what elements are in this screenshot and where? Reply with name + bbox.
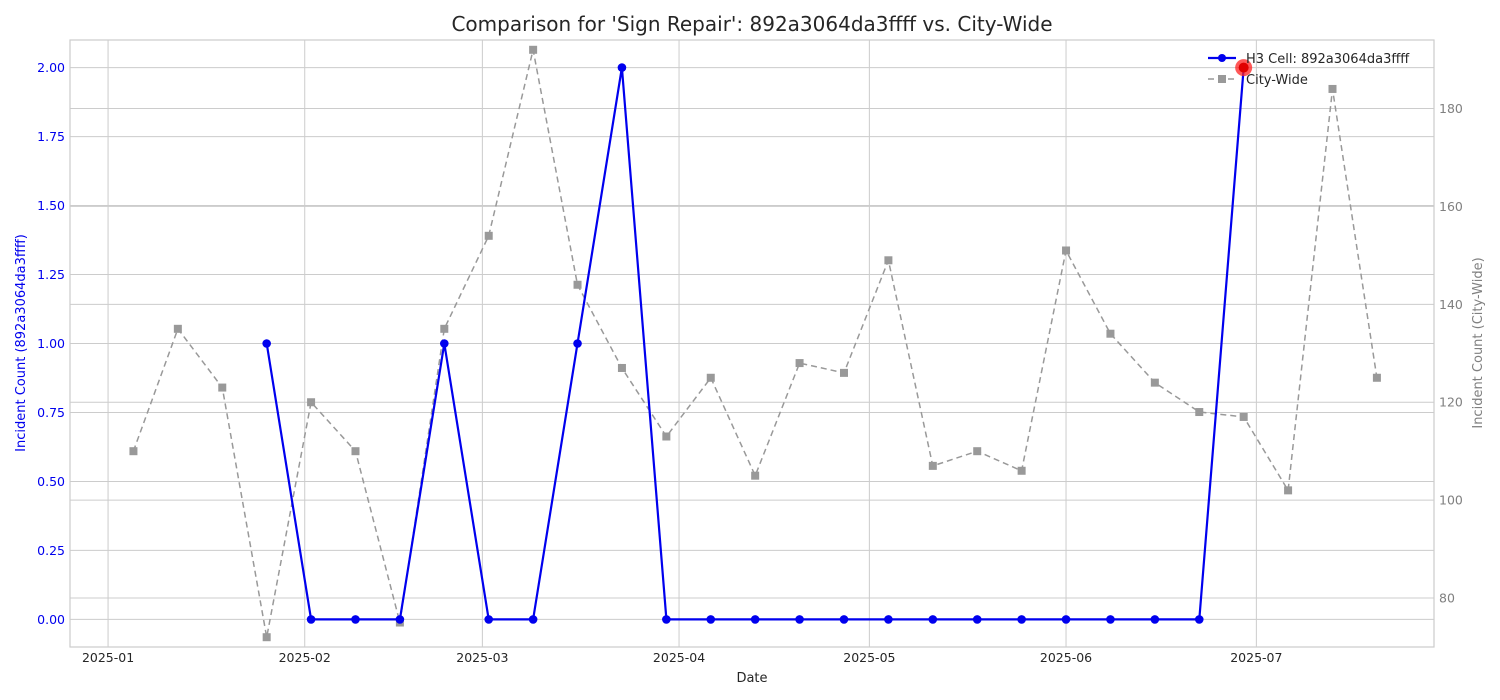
data-point-city-wide (928, 461, 937, 470)
data-point-city-wide (1239, 412, 1248, 421)
left-y-tick-label: 1.75 (37, 129, 65, 144)
data-point-h3-cell (1194, 615, 1204, 624)
x-axis-label: Date (736, 671, 767, 686)
data-point-city-wide (1195, 408, 1204, 417)
left-y-tick-label: 0.25 (37, 543, 65, 558)
legend-label-h3-cell: H3 Cell: 892a3064da3ffff (1246, 52, 1410, 67)
data-point-city-wide (484, 231, 493, 240)
chart-title: Comparison for 'Sign Repair': 892a3064da… (451, 12, 1052, 36)
data-point-h3-cell (928, 615, 938, 624)
data-point-h3-cell (972, 615, 982, 624)
x-axis-ticks: 2025-01 2025-02 2025-03 2025-04 2025-05 2025-… (82, 650, 1283, 665)
data-point-city-wide (262, 633, 271, 642)
data-point-city-wide (1150, 378, 1159, 387)
data-point-h3-cell (706, 615, 716, 624)
x-tick-label: 2025-02 (279, 650, 331, 665)
data-point-city-wide (529, 45, 538, 54)
right-y-tick-label: 80 (1439, 591, 1455, 606)
data-point-h3-cell (1106, 615, 1115, 624)
data-point-h3-cell (262, 339, 271, 348)
data-point-h3-cell (306, 615, 316, 624)
right-y-tick-label: 140 (1439, 297, 1463, 312)
left-y-tick-label: 0.00 (37, 612, 65, 627)
legend-label-city-wide: City-Wide (1246, 73, 1308, 88)
data-point-city-wide (617, 363, 626, 372)
data-point-city-wide (662, 432, 671, 441)
right-y-axis-label: Incident Count (City-Wide) (1471, 257, 1486, 428)
series-line-city-wide (132, 49, 1378, 638)
data-point-h3-cell (395, 615, 405, 624)
data-point-city-wide (1372, 373, 1381, 382)
data-point-h3-cell (573, 339, 582, 348)
left-y-tick-label: 1.25 (37, 267, 65, 282)
data-point-h3-cell (440, 339, 449, 348)
data-point-city-wide (706, 373, 715, 382)
legend-entry-h3-cell: H3 Cell: 892a3064da3ffff (1208, 52, 1410, 67)
x-tick-label: 2025-07 (1230, 650, 1282, 665)
data-point-city-wide (129, 447, 138, 456)
right-y-axis-ticks: 80 100 120 140 160 180 (1439, 101, 1463, 606)
data-point-h3-cell (1061, 615, 1071, 624)
data-point-city-wide (173, 324, 182, 333)
data-point-h3-cell (351, 615, 360, 624)
data-point-city-wide (218, 383, 227, 392)
data-point-city-wide (795, 359, 804, 368)
data-point-h3-cell (1017, 615, 1026, 624)
data-point-h3-cell (750, 615, 760, 624)
x-tick-label: 2025-04 (653, 650, 705, 665)
right-y-tick-label: 100 (1439, 493, 1463, 508)
plot-frame (69, 39, 1435, 648)
data-point-city-wide (884, 256, 893, 265)
x-tick-label: 2025-06 (1040, 650, 1092, 665)
data-point-h3-cell (839, 615, 849, 624)
data-point-city-wide (1106, 329, 1115, 338)
legend-swatch-marker-h3-cell (1218, 54, 1226, 62)
x-tick-label: 2025-03 (456, 650, 508, 665)
data-point-city-wide (440, 324, 449, 333)
left-y-tick-label: 0.75 (37, 405, 65, 420)
left-y-tick-label: 1.50 (37, 198, 65, 213)
data-point-h3-cell (662, 615, 671, 624)
x-tick-label: 2025-05 (843, 650, 895, 665)
data-point-city-wide (573, 280, 582, 289)
data-point-city-wide (839, 368, 848, 377)
right-y-tick-label: 160 (1439, 199, 1463, 214)
left-y-tick-label: 2.00 (37, 60, 65, 75)
legend: H3 Cell: 892a3064da3ffff City-Wide (1208, 52, 1410, 88)
legend-entry-city-wide: City-Wide (1208, 73, 1308, 88)
data-point-h3-cell (528, 615, 538, 624)
data-point-city-wide (307, 398, 316, 407)
data-point-h3-cell (795, 615, 804, 624)
data-point-h3-cell (884, 615, 893, 624)
data-point-city-wide (351, 447, 360, 456)
left-y-tick-label: 1.00 (37, 336, 65, 351)
data-point-city-wide (1284, 486, 1293, 495)
x-tick-label: 2025-01 (82, 650, 134, 665)
left-y-tick-label: 0.50 (37, 474, 65, 489)
data-point-city-wide (1328, 84, 1337, 93)
highlight-marker-inner (1238, 62, 1249, 73)
data-point-h3-cell (617, 63, 627, 72)
data-point-city-wide (1017, 466, 1026, 475)
data-point-h3-cell (1150, 615, 1160, 624)
data-point-city-wide (1062, 246, 1071, 255)
data-point-h3-cell (484, 615, 494, 624)
data-point-city-wide (973, 447, 982, 456)
grid-lines (70, 40, 1434, 647)
series-layer (129, 45, 1381, 642)
legend-swatch-marker-city-wide (1218, 75, 1226, 83)
right-y-tick-label: 120 (1439, 395, 1463, 410)
right-y-tick-label: 180 (1439, 101, 1463, 116)
left-y-axis-label: Incident Count (892a3064da3ffff) (14, 234, 29, 452)
left-y-axis-ticks: 0.00 0.25 0.50 0.75 1.00 1.25 1.50 1.75 2.00 (37, 60, 65, 627)
data-point-city-wide (751, 471, 760, 480)
